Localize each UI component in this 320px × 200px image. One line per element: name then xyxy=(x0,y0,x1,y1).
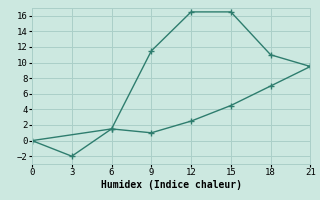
X-axis label: Humidex (Indice chaleur): Humidex (Indice chaleur) xyxy=(101,180,242,190)
